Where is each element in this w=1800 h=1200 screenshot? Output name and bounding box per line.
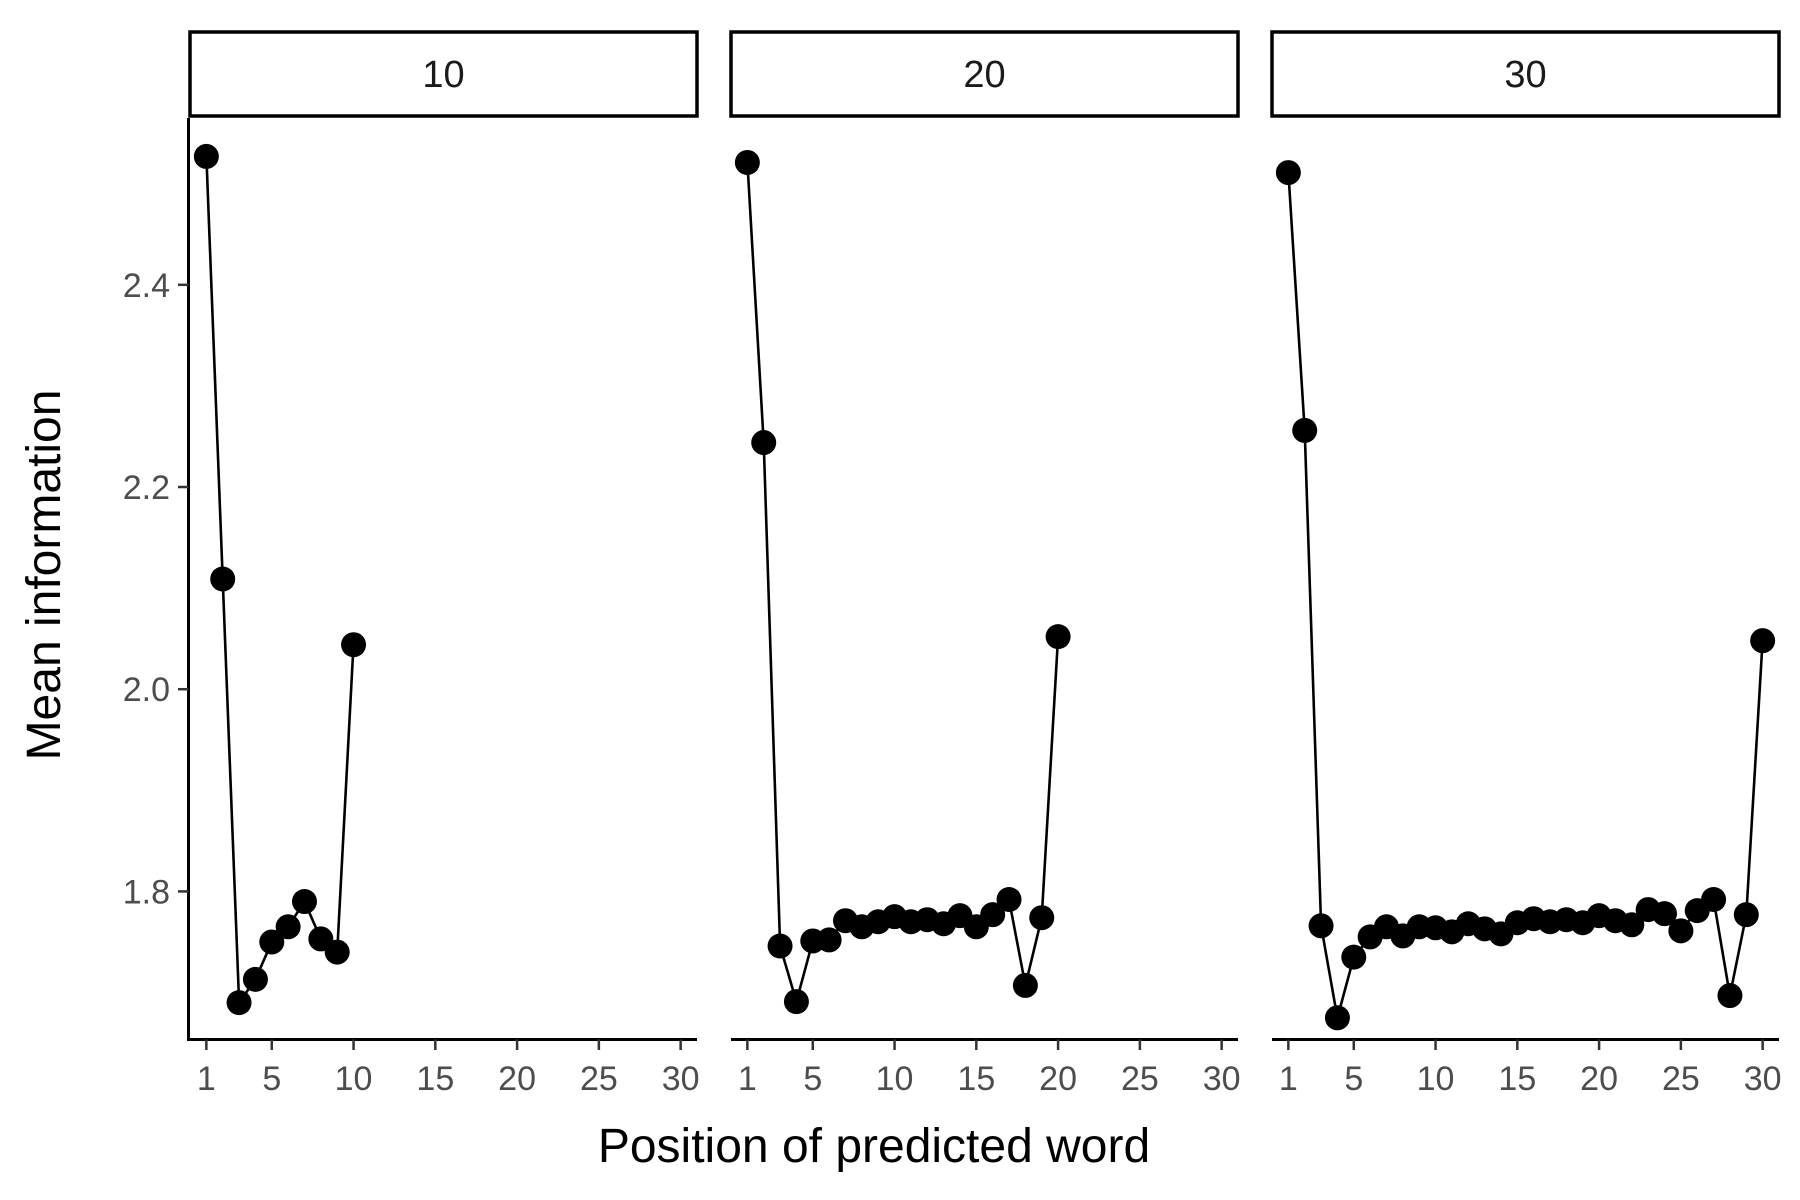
x-tick-label: 10: [1417, 1060, 1455, 1098]
x-tick-label: 10: [876, 1060, 914, 1098]
data-point: [1701, 886, 1727, 912]
data-point: [259, 929, 285, 955]
x-tick-label: 30: [1744, 1060, 1782, 1098]
data-point: [1750, 628, 1776, 654]
facet-panel-30: 301 5 10 15 20 25 30: [1270, 30, 1782, 1098]
y-tick-label: 2.4: [123, 267, 170, 305]
x-tick-label: 5: [803, 1060, 822, 1098]
data-point: [341, 632, 367, 658]
data-point: [767, 933, 793, 959]
facet-panel-10: 101 5 10 15 20 25 30: [188, 30, 700, 1098]
x-tick-label: 15: [416, 1060, 454, 1098]
data-point: [193, 143, 219, 169]
data-point: [1619, 912, 1645, 938]
data-point: [1341, 944, 1367, 970]
data-point: [226, 990, 252, 1016]
y-tick-label: 1.8: [123, 873, 170, 911]
data-point: [242, 966, 268, 992]
x-tick-label: 15: [1498, 1060, 1536, 1098]
data-point: [1029, 905, 1055, 931]
data-point: [783, 989, 809, 1015]
x-tick-label: 15: [957, 1060, 995, 1098]
x-tick-label: 1: [1279, 1060, 1298, 1098]
x-tick-label: 25: [1662, 1060, 1700, 1098]
x-tick-label: 5: [262, 1060, 281, 1098]
data-point: [324, 939, 350, 965]
x-tick-label: 10: [335, 1060, 373, 1098]
strip-box: [188, 30, 699, 118]
x-tick-label: 1: [738, 1060, 757, 1098]
data-point: [751, 430, 777, 456]
x-tick-label: 20: [1580, 1060, 1618, 1098]
strip-label: 20: [963, 54, 1005, 96]
x-tick-label: 25: [1121, 1060, 1159, 1098]
data-point: [1275, 160, 1301, 186]
series-line: [1287, 172, 1764, 1019]
strip-label: 10: [422, 54, 464, 96]
data-point: [291, 889, 317, 915]
data-point: [1324, 1005, 1350, 1031]
y-axis-title: Mean information: [18, 390, 71, 761]
x-tick-label: 30: [1203, 1060, 1241, 1098]
data-point: [996, 886, 1022, 912]
facet-panel-20: 201 5 10 15 20 25 30: [729, 30, 1241, 1098]
strip-label: 30: [1504, 54, 1546, 96]
x-axis-title: Position of predicted word: [598, 1120, 1150, 1173]
x-tick-label: 1: [197, 1060, 216, 1098]
data-point: [1292, 417, 1318, 443]
data-point: [1652, 901, 1678, 927]
data-point: [1308, 913, 1334, 939]
data-point: [1012, 972, 1038, 998]
y-tick-label: 2.0: [123, 671, 170, 709]
data-point: [1045, 624, 1071, 650]
data-point: [275, 914, 301, 940]
x-tick-label: 30: [662, 1060, 700, 1098]
x-tick-label: 20: [1039, 1060, 1077, 1098]
data-point: [816, 927, 842, 953]
x-tick-label: 20: [498, 1060, 536, 1098]
data-point: [1668, 918, 1694, 944]
series-line: [746, 162, 1060, 1007]
y-tick-label: 2.2: [123, 469, 170, 507]
strip-box: [729, 30, 1240, 118]
data-point: [1733, 902, 1759, 928]
y-axis: 1.8 2.0 2.2 2.4: [123, 118, 190, 1041]
data-point: [734, 149, 760, 175]
strip-box: [1270, 30, 1781, 118]
data-point: [210, 566, 236, 592]
x-tick-label: 5: [1344, 1060, 1363, 1098]
data-point: [1717, 983, 1743, 1009]
data-point: [980, 902, 1006, 928]
x-tick-label: 25: [580, 1060, 618, 1098]
